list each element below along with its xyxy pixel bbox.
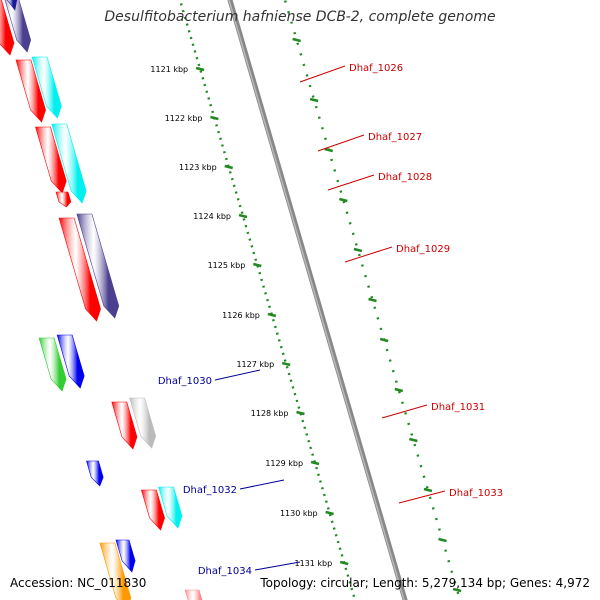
genome-summary-text: Topology: circular; Length: 5,279,134 bp… <box>260 576 590 590</box>
gene-label-leader <box>327 174 375 191</box>
gene-label: Dhaf_1032 <box>183 485 237 496</box>
gene-arrow <box>111 401 138 450</box>
scale-label: 1122 kbp <box>165 114 203 123</box>
gene-label: Dhaf_1028 <box>378 172 432 183</box>
track-tick <box>353 247 363 253</box>
gene-arrow <box>55 191 72 208</box>
gene-arrow <box>51 123 87 204</box>
gene-label-leader <box>214 369 261 381</box>
gene-label: Dhaf_1026 <box>349 63 403 74</box>
gene-arrow <box>99 542 132 600</box>
scale-major-tick <box>281 361 291 367</box>
backbone-highlight <box>228 0 405 600</box>
track-tick <box>309 97 319 103</box>
gene-arrow <box>15 59 46 123</box>
gene-label: Dhaf_1027 <box>368 132 422 143</box>
scale-major-tick <box>238 213 248 219</box>
gene-arrow <box>140 489 165 531</box>
backbone-line <box>227 0 408 600</box>
scale-label: 1126 kbp <box>222 311 260 320</box>
gene-arrow <box>35 126 67 194</box>
gene-label-leader <box>398 490 446 504</box>
gene-label-leader <box>381 404 428 419</box>
scale-label: 1129 kbp <box>265 459 303 468</box>
scale-label: 1121 kbp <box>150 65 188 74</box>
gene-arrow <box>38 337 67 392</box>
gene-arrow <box>158 486 183 529</box>
gene-label-leader <box>344 246 393 263</box>
track-tick <box>339 197 348 203</box>
track-tick <box>438 537 447 543</box>
scale-major-tick <box>210 115 219 121</box>
gene-arrow <box>0 0 15 56</box>
gene-arrow <box>56 334 85 389</box>
gene-arrow <box>76 213 120 319</box>
scale-major-tick <box>339 560 349 566</box>
gene-label: Dhaf_1031 <box>431 402 485 413</box>
scale-line <box>178 0 357 600</box>
scale-major-tick <box>195 66 205 72</box>
track-tick <box>368 297 377 303</box>
gene-arrow <box>86 460 104 487</box>
gene-arrow <box>115 539 136 573</box>
scale-label: 1124 kbp <box>193 212 231 221</box>
scale-major-tick <box>267 312 277 318</box>
track-tick <box>394 387 404 393</box>
gene-label-leader <box>239 479 285 490</box>
gene-arrow <box>184 589 203 600</box>
scale-label: 1125 kbp <box>208 261 246 270</box>
track-tick <box>423 487 433 493</box>
map-title: Desulfitobacterium hafniense DCB-2, comp… <box>104 9 496 25</box>
gene-label: Dhaf_1030 <box>158 376 212 387</box>
scale-label: 1130 kbp <box>280 509 318 518</box>
gene-label-leader <box>317 134 365 152</box>
scale-major-tick <box>224 164 234 170</box>
track-tick <box>452 587 462 593</box>
scale-label: 1123 kbp <box>179 163 217 172</box>
scale-label: 1128 kbp <box>251 409 289 418</box>
scale-major-tick <box>296 410 305 416</box>
gene-arrow <box>58 217 101 322</box>
gene-arrow <box>31 56 62 119</box>
track-tick <box>409 437 418 443</box>
gene-label: Dhaf_1033 <box>449 488 503 499</box>
scale-label: 1127 kbp <box>236 360 274 369</box>
gene-arrow <box>4 0 32 53</box>
gene-label-leader <box>254 561 301 571</box>
gene-arrow <box>129 397 157 449</box>
gene-arrow <box>6 0 18 11</box>
track-tick <box>324 147 334 153</box>
scale-major-tick <box>252 262 262 268</box>
scale-major-tick <box>325 510 334 516</box>
scale-major-tick <box>310 460 320 466</box>
gene-label-leader <box>299 65 346 83</box>
gene-label: Dhaf_1029 <box>396 244 450 255</box>
track-tick <box>379 337 389 343</box>
gene-label: Dhaf_1034 <box>198 566 252 577</box>
accession-text: Accession: NC_011830 <box>10 576 147 590</box>
track-tick <box>292 37 301 43</box>
scale-label: 1131 kbp <box>295 559 333 568</box>
